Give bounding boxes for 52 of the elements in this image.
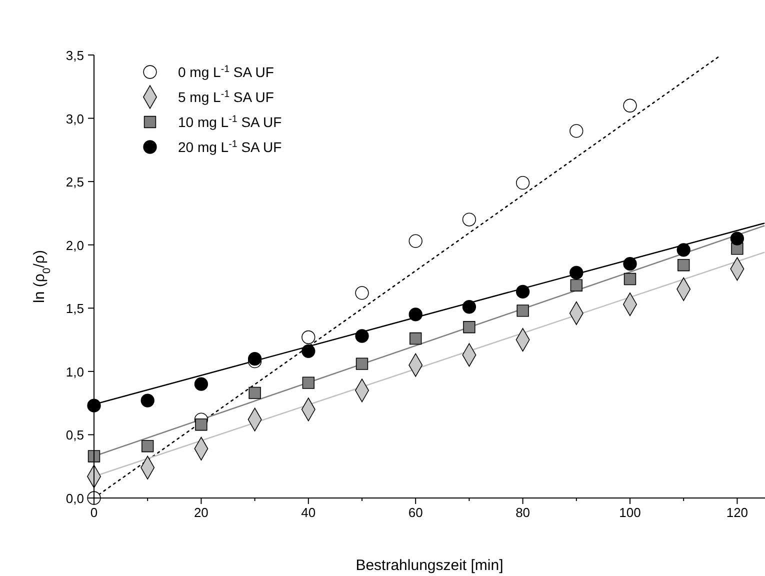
- point: [248, 386, 261, 400]
- point: [463, 321, 476, 334]
- point: [516, 176, 530, 190]
- point: [302, 330, 316, 344]
- point: [462, 212, 476, 226]
- point: [410, 332, 422, 345]
- point: [678, 259, 690, 272]
- x-tick-label: 20: [194, 505, 208, 520]
- point: [408, 308, 422, 322]
- point: [408, 234, 422, 248]
- point: [88, 450, 100, 462]
- point: [140, 394, 154, 408]
- point: [356, 358, 368, 370]
- point: [624, 272, 636, 286]
- point: [730, 232, 744, 246]
- point: [570, 279, 582, 292]
- point: [676, 243, 690, 257]
- point: [570, 124, 584, 138]
- point: [142, 440, 154, 452]
- y-tick-label: 2,0: [66, 238, 84, 253]
- x-tick-label: 80: [516, 505, 530, 520]
- y-tick-label: 2,5: [66, 174, 84, 190]
- x-tick-label: 120: [726, 505, 748, 520]
- y-tick-label: 0,0: [66, 491, 84, 506]
- x-tick-label: 0: [90, 505, 98, 520]
- y-tick-label: 3,5: [66, 48, 84, 63]
- x-tick-label: 100: [619, 505, 641, 520]
- point: [302, 376, 314, 389]
- point: [355, 286, 369, 300]
- point: [355, 329, 369, 343]
- y-tick-label: 1,5: [66, 301, 84, 316]
- point: [623, 98, 637, 112]
- point: [302, 344, 316, 358]
- y-tick-label: 1,0: [66, 364, 84, 380]
- point: [570, 266, 584, 280]
- x-axis-title: Bestrahlungszeit [min]: [356, 557, 504, 574]
- point: [194, 377, 208, 391]
- legend-label: 5 mg L$^{-1}$ SA UF: [178, 88, 274, 105]
- legend-label: 10 mg L$^{-1}$ SA UF: [178, 114, 282, 130]
- point: [462, 300, 476, 314]
- x-tick-label: 40: [301, 505, 316, 520]
- legend-label: 20 mg L$^{-1}$ SA UF: [178, 138, 282, 155]
- point: [87, 398, 101, 412]
- y-tick-label: 0,5: [66, 428, 84, 443]
- point: [195, 418, 208, 431]
- point: [623, 257, 637, 271]
- x-tick-label: 60: [408, 505, 423, 520]
- y-tick-label: 3,0: [66, 111, 84, 126]
- legend-label: 0 mg L$^{-1}$ SA UF: [178, 64, 274, 80]
- point: [516, 284, 530, 299]
- point: [248, 352, 262, 366]
- point: [516, 304, 529, 317]
